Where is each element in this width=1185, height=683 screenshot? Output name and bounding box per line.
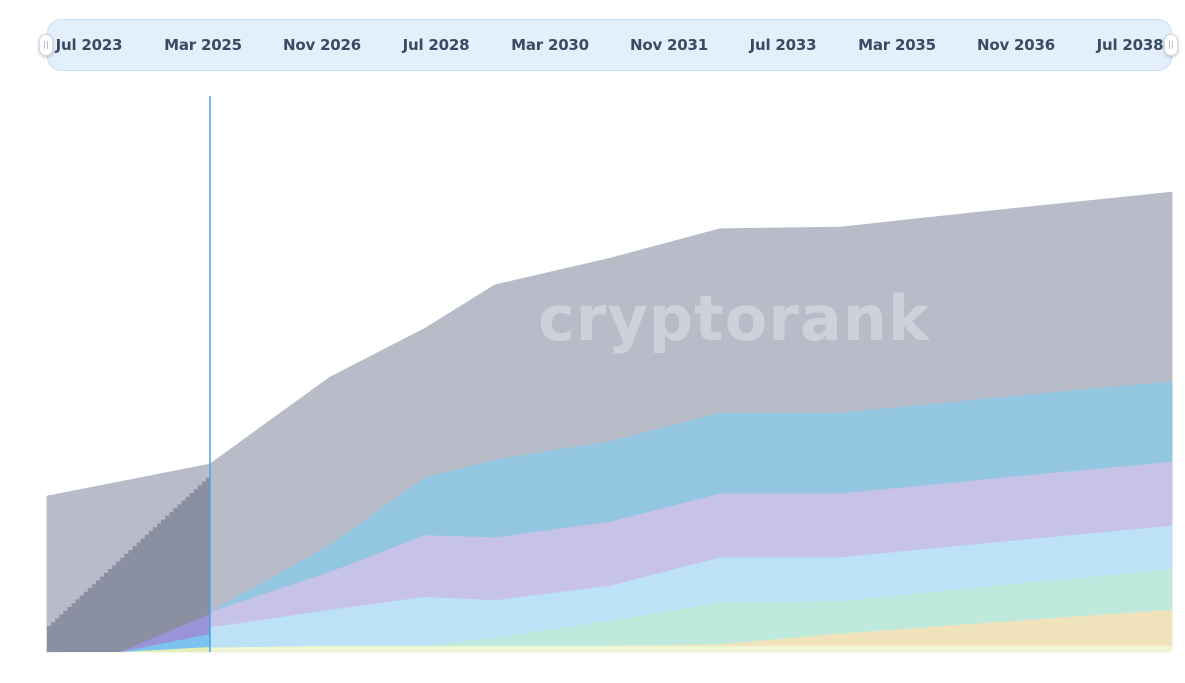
grip-icon [1169,41,1173,49]
range-handle-left[interactable] [39,34,53,56]
past-series-blue [120,634,210,652]
tick-label: Jul 2023 [55,36,123,54]
tick-label: Mar 2030 [511,36,589,54]
tick-label: Nov 2036 [976,36,1056,54]
area-series-7 [46,191,1173,653]
tick-label: Jul 2038 [1096,36,1164,54]
range-handle-right[interactable] [1164,34,1178,56]
past-period-overlay [47,474,210,652]
tick-label: Nov 2031 [629,36,709,54]
stacked-areas [46,191,1173,653]
tick-label: Jul 2033 [749,36,817,54]
tick-label: Mar 2035 [858,36,936,54]
grip-icon [44,41,48,49]
range-selector-ticks: Jul 2023 Mar 2025 Nov 2026 Jul 2028 Mar 2030… [0,19,1185,71]
past-series-yellow [120,647,210,652]
range-selector[interactable] [47,19,1172,71]
tick-label: Nov 2026 [282,36,362,54]
tick-label: Mar 2025 [164,36,242,54]
tick-label: Jul 2028 [402,36,470,54]
past-unlocked-area [47,474,210,652]
